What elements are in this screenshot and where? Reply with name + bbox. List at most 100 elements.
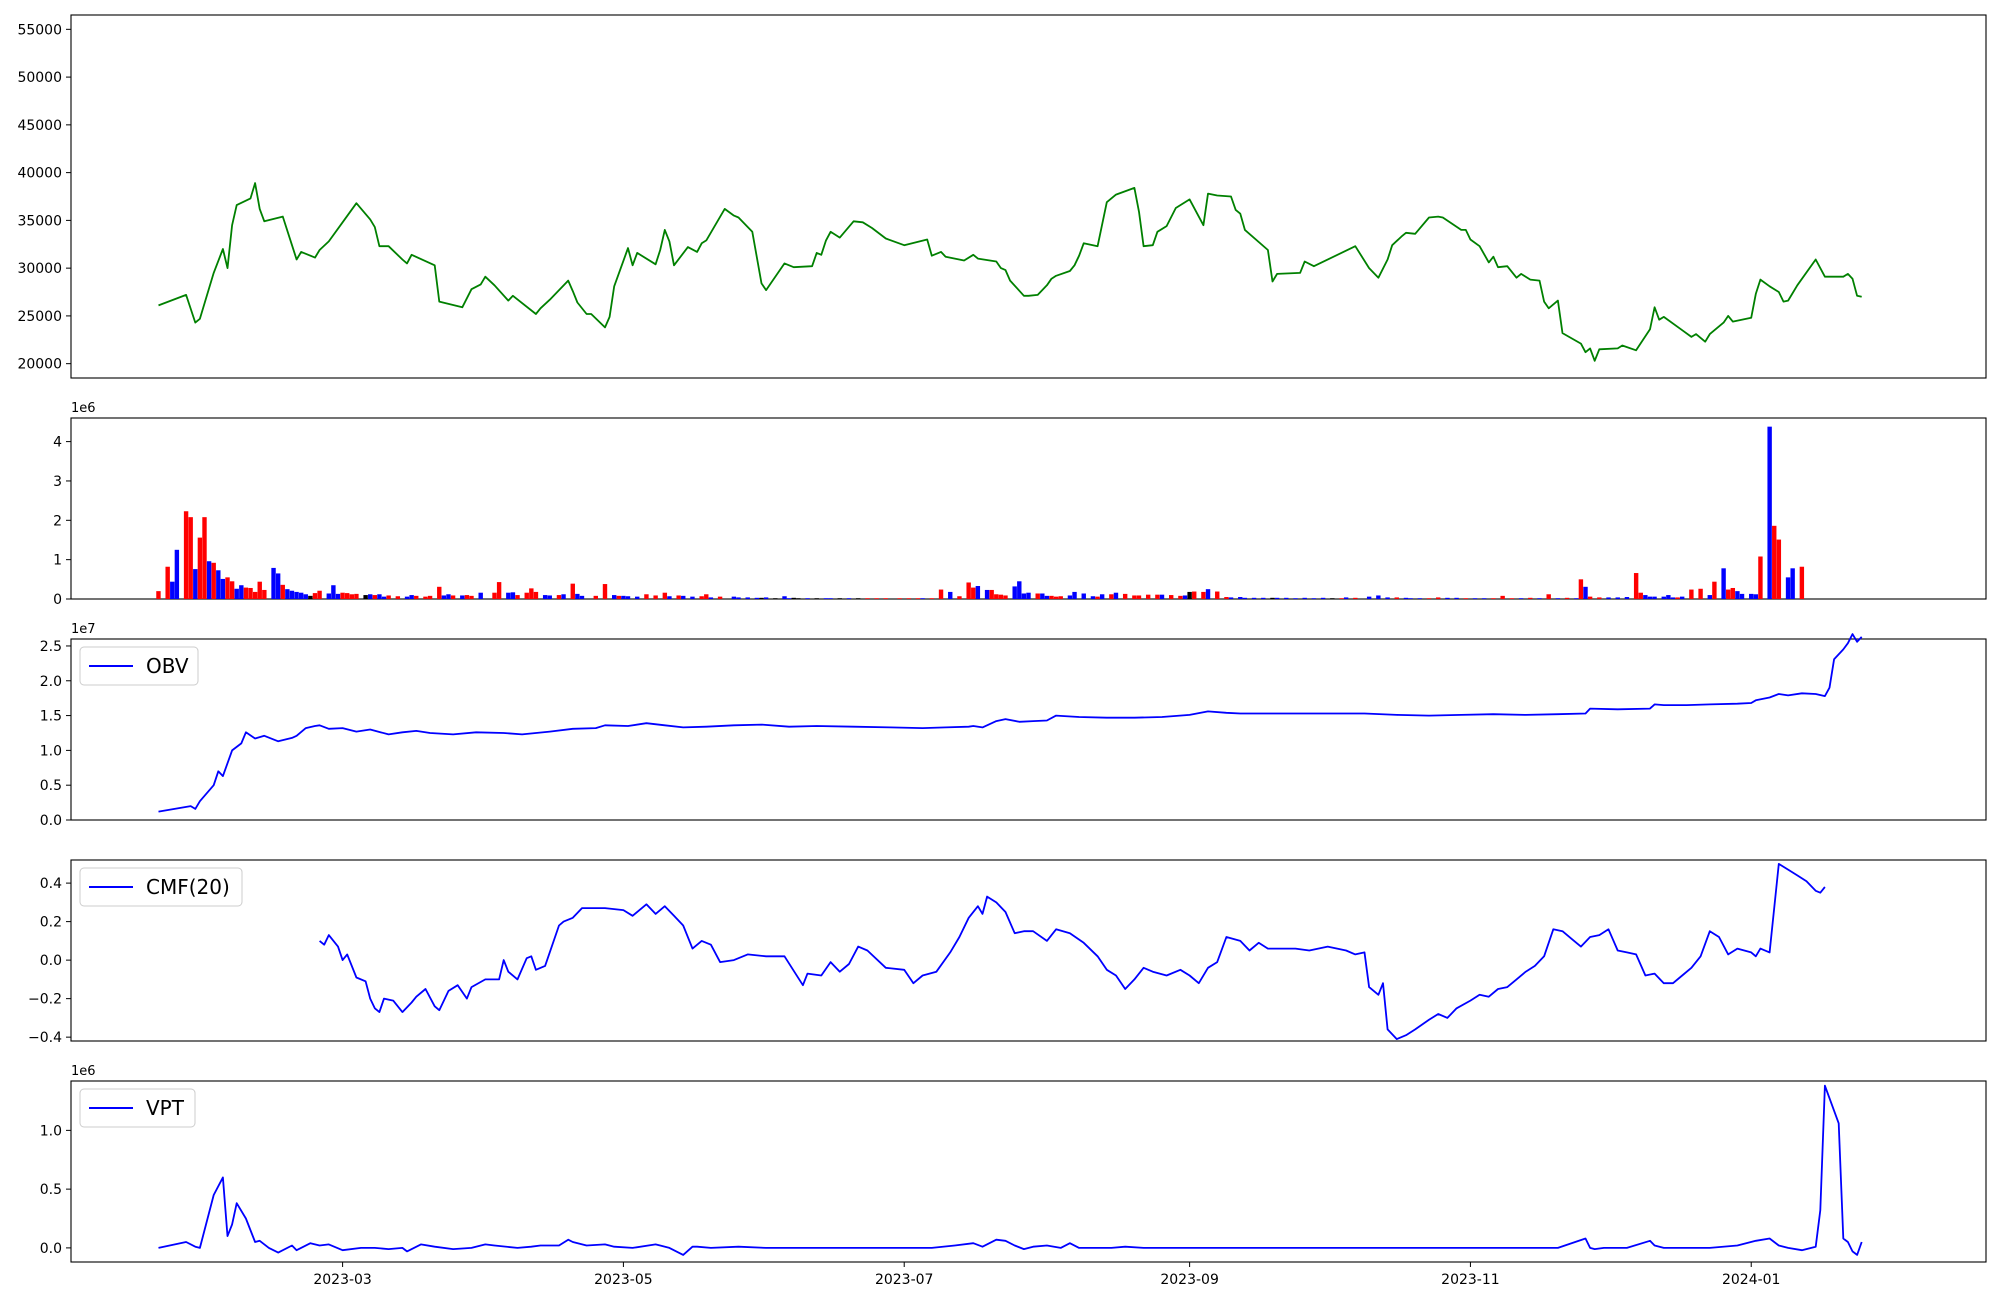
obv-ytick-label: 0.0 (40, 813, 62, 829)
volume-bar (496, 582, 502, 599)
volume-bar (510, 592, 516, 599)
volume-bar (1385, 597, 1390, 599)
volume-bar (1224, 597, 1229, 599)
volume-bar (1136, 595, 1142, 599)
volume-bar (280, 584, 285, 599)
volume-bar (1482, 598, 1487, 599)
volume-bar (957, 596, 962, 599)
price-axes-frame (70, 14, 1987, 379)
obv-ytick-label: 2.5 (40, 639, 62, 655)
volume-bar (1132, 595, 1137, 599)
volume-bar (897, 598, 902, 599)
volume-ytick-label: 3 (53, 474, 62, 490)
volume-ytick-label: 2 (53, 513, 62, 529)
volume-bar (846, 598, 852, 599)
volume-bar (883, 598, 888, 599)
volume-bar (1587, 596, 1593, 599)
volume-bar (1500, 595, 1505, 599)
panel-price: 20000 25000 30000 35000 40000 45000 50000 55000 (17, 14, 1987, 379)
volume-bar (1339, 598, 1344, 599)
volume-bar (971, 587, 976, 599)
obv-line (158, 633, 1863, 813)
volume-bar (1643, 595, 1648, 599)
volume-bar (966, 582, 971, 599)
volume-bar (1435, 597, 1441, 599)
volume-bar (796, 598, 801, 599)
volume-bar (414, 595, 419, 599)
volume-bar (506, 592, 511, 599)
cmf-line (319, 863, 1826, 1040)
volume-bar (262, 589, 267, 599)
volume-bar (1320, 597, 1326, 599)
volume-bar (1242, 597, 1248, 599)
volume-bar (441, 595, 447, 599)
volume-bar (437, 586, 442, 599)
cmf-axes-frame (70, 859, 1987, 1042)
volume-offset-label: 1e6 (71, 401, 96, 416)
volume-bar (165, 566, 170, 599)
cmf-ytick-label: 0.0 (40, 953, 62, 969)
volume-bar (1169, 595, 1174, 599)
volume-bar (1633, 573, 1639, 599)
volume-bar (211, 562, 216, 599)
obv-legend: OBV (79, 646, 199, 686)
volume-bar (1201, 591, 1206, 599)
volume-bar (920, 598, 925, 599)
obv-series (158, 633, 1863, 813)
volume-bar (635, 596, 640, 599)
obv-ytick-label: 0.5 (40, 778, 62, 794)
obv-ytick-label: 2.0 (40, 674, 62, 690)
volume-bar (234, 588, 239, 599)
volume-bar (1721, 568, 1726, 599)
volume-bar (317, 590, 322, 599)
volume-bar (257, 581, 262, 599)
volume-bar (331, 585, 336, 599)
volume-bar (1353, 597, 1358, 599)
vpt-ytick-label: 1.0 (40, 1123, 62, 1139)
volume-bar (271, 567, 276, 599)
volume-bar (1661, 596, 1666, 599)
cmf-legend-box (79, 867, 243, 907)
volume-bar (450, 595, 456, 599)
volume-bar (1090, 596, 1096, 599)
volume-bar (1155, 594, 1160, 599)
volume-bar (1284, 597, 1289, 599)
price-ytick-label: 55000 (17, 22, 62, 38)
volume-bar (1261, 597, 1266, 599)
volume-bar (1445, 597, 1450, 599)
volume-bar (1067, 595, 1073, 599)
volume-bar (1293, 598, 1298, 599)
volume-bar (1274, 597, 1280, 599)
volume-bar (363, 595, 368, 599)
volume-bar (1555, 598, 1561, 599)
volume-bar (1330, 598, 1335, 599)
volume-bar (1776, 539, 1782, 599)
volume-bar (745, 597, 750, 599)
volume-bar (763, 597, 769, 599)
volume-bar (1463, 598, 1469, 599)
volume-bar (423, 596, 428, 599)
volume-bar (427, 595, 433, 599)
cmf-legend: CMF(20) (79, 867, 243, 907)
volume-bar (1187, 591, 1192, 599)
panel-vpt: 1e6 0.0 0.5 1.0 VPT (40, 1064, 1987, 1263)
volume-bar (1739, 593, 1745, 599)
volume-bar (298, 592, 304, 599)
volume-bar (368, 594, 373, 599)
volume-bar (676, 595, 681, 599)
xtick-label: 2023-09 (1160, 1272, 1219, 1288)
volume-bar (644, 594, 649, 599)
volume-bar (294, 591, 299, 599)
volume-bar (1376, 595, 1381, 599)
vpt-series (158, 1084, 1863, 1256)
price-y-axis: 20000 25000 30000 35000 40000 45000 50000 55000 (17, 22, 71, 373)
obv-ytick-label: 1.0 (40, 743, 62, 759)
volume-bar (340, 592, 345, 599)
cmf-legend-label: CMF(20) (146, 875, 230, 899)
volume-bar (1647, 596, 1653, 599)
volume-bar (948, 591, 953, 599)
volume-bar (1426, 598, 1432, 599)
volume-bar (1546, 594, 1551, 599)
volume-bar (1615, 597, 1620, 599)
volume-bar (1049, 595, 1054, 599)
